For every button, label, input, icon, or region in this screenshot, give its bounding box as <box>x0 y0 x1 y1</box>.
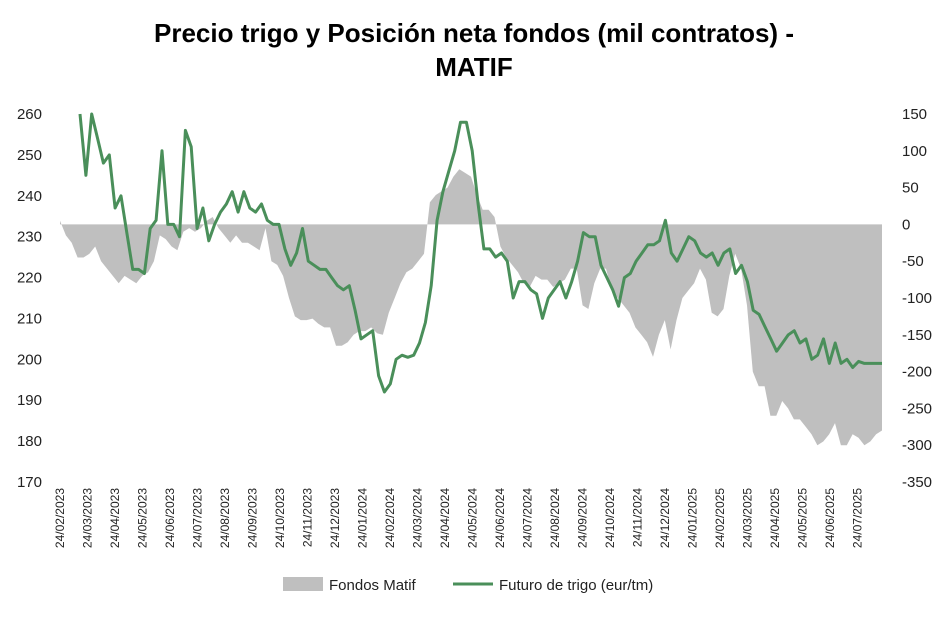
left-tick-label: 200 <box>17 351 42 368</box>
x-tick-label: 24/02/2023 <box>53 488 67 548</box>
right-axis: -350 -300 -250 -200 -150 -100 -50 0 50 100 150 <box>902 106 932 491</box>
x-tick-label: 24/03/2024 <box>411 488 425 548</box>
futuro-trigo-line <box>78 112 882 394</box>
right-tick-label: -300 <box>902 437 932 454</box>
x-tick-label: 24/01/2025 <box>686 488 700 548</box>
x-tick-label: 24/02/2024 <box>383 488 397 548</box>
x-tick-label: 24/03/2023 <box>81 488 95 548</box>
x-axis: 24/02/2023 24/03/2023 24/04/2023 24/05/2023… <box>53 488 865 548</box>
left-tick-label: 230 <box>17 229 42 246</box>
x-tick-label: 24/07/2024 <box>521 488 535 548</box>
x-tick-label: 24/03/2025 <box>741 488 755 548</box>
legend-label-fondos: Fondos Matif <box>329 577 417 594</box>
right-tick-label: 50 <box>902 180 919 197</box>
x-tick-label: 24/08/2024 <box>548 488 562 548</box>
x-tick-label: 24/12/2023 <box>328 488 342 548</box>
x-tick-label: 24/01/2024 <box>356 488 370 548</box>
left-tick-label: 170 <box>17 474 42 491</box>
x-tick-label: 24/05/2025 <box>796 488 810 548</box>
legend: Fondos Matif Futuro de trigo (eur/tm) <box>283 577 653 594</box>
right-tick-label: -350 <box>902 474 932 491</box>
right-tick-label: -200 <box>902 364 932 381</box>
x-tick-label: 24/10/2023 <box>273 488 287 548</box>
x-tick-label: 24/07/2025 <box>851 488 865 548</box>
x-tick-label: 24/04/2023 <box>108 488 122 548</box>
left-tick-label: 190 <box>17 392 42 409</box>
legend-label-futuro: Futuro de trigo (eur/tm) <box>499 577 653 594</box>
x-tick-label: 24/08/2023 <box>218 488 232 548</box>
x-tick-label: 24/10/2024 <box>603 488 617 548</box>
x-tick-label: 24/11/2023 <box>301 488 315 547</box>
right-tick-label: 0 <box>902 216 910 233</box>
x-tick-label: 24/06/2024 <box>493 488 507 548</box>
left-tick-label: 220 <box>17 270 42 287</box>
left-tick-label: 210 <box>17 310 42 327</box>
right-tick-label: -50 <box>902 253 924 270</box>
chart-title: Precio trigo y Posición neta fondos (mil… <box>0 16 948 84</box>
left-axis: 170 180 190 200 210 220 230 240 250 260 <box>17 106 42 491</box>
x-tick-label: 24/11/2024 <box>631 488 645 547</box>
x-tick-label: 24/05/2024 <box>466 488 480 548</box>
right-tick-label: -250 <box>902 400 932 417</box>
x-tick-label: 24/02/2025 <box>713 488 727 548</box>
x-tick-label: 24/09/2023 <box>246 488 260 548</box>
x-tick-label: 24/04/2024 <box>438 488 452 548</box>
left-tick-label: 180 <box>17 433 42 450</box>
x-tick-label: 24/09/2024 <box>576 488 590 548</box>
x-tick-label: 24/06/2025 <box>823 488 837 548</box>
x-tick-label: 24/04/2025 <box>768 488 782 548</box>
right-tick-label: -150 <box>902 327 932 344</box>
chart-title-line-2: MATIF <box>435 52 513 82</box>
legend-swatch-fondos <box>283 577 323 591</box>
fondos-matif-area <box>60 169 882 446</box>
left-tick-label: 260 <box>17 106 42 123</box>
x-tick-label: 24/06/2023 <box>163 488 177 548</box>
left-tick-label: 250 <box>17 147 42 164</box>
area-layer <box>60 169 882 446</box>
x-tick-label: 24/07/2023 <box>191 488 205 548</box>
right-tick-label: 100 <box>902 143 927 160</box>
left-tick-label: 240 <box>17 188 42 205</box>
right-tick-label: 150 <box>902 106 927 123</box>
x-tick-label: 24/12/2024 <box>658 488 672 548</box>
chart-title-line-1: Precio trigo y Posición neta fondos (mil… <box>154 18 794 48</box>
x-tick-label: 24/05/2023 <box>136 488 150 548</box>
line-layer <box>78 112 882 394</box>
right-tick-label: -100 <box>902 290 932 307</box>
